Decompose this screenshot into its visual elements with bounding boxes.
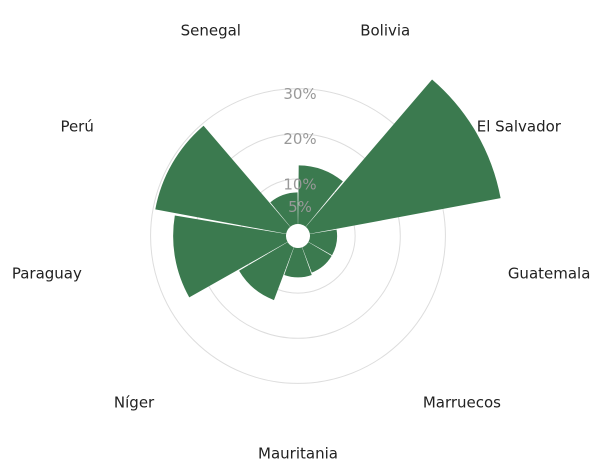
- bar: [308, 229, 338, 256]
- r-tick-label: 20%: [283, 130, 316, 148]
- category-label: Bolivia: [360, 22, 410, 40]
- category-label: Guatemala: [508, 264, 591, 282]
- bar: [239, 242, 294, 301]
- category-label: Mauritania: [258, 445, 338, 459]
- bar: [298, 165, 343, 227]
- bar: [155, 125, 291, 234]
- bar: [270, 192, 298, 227]
- bar: [284, 247, 312, 278]
- category-label: Marruecos: [423, 393, 501, 411]
- grid-circle: [150, 88, 446, 384]
- bar: [173, 215, 288, 298]
- bar: [305, 79, 501, 234]
- bar: [302, 242, 332, 273]
- category-label: Níger: [114, 393, 155, 411]
- r-tick-label: 5%: [288, 198, 312, 216]
- r-tick-label: 30%: [283, 85, 316, 103]
- category-label: Paraguay: [12, 264, 82, 282]
- category-label: Perú: [60, 118, 93, 136]
- r-tick-label: 10%: [283, 175, 316, 193]
- category-label: Senegal: [181, 22, 241, 40]
- category-label: El Salvador: [477, 118, 562, 136]
